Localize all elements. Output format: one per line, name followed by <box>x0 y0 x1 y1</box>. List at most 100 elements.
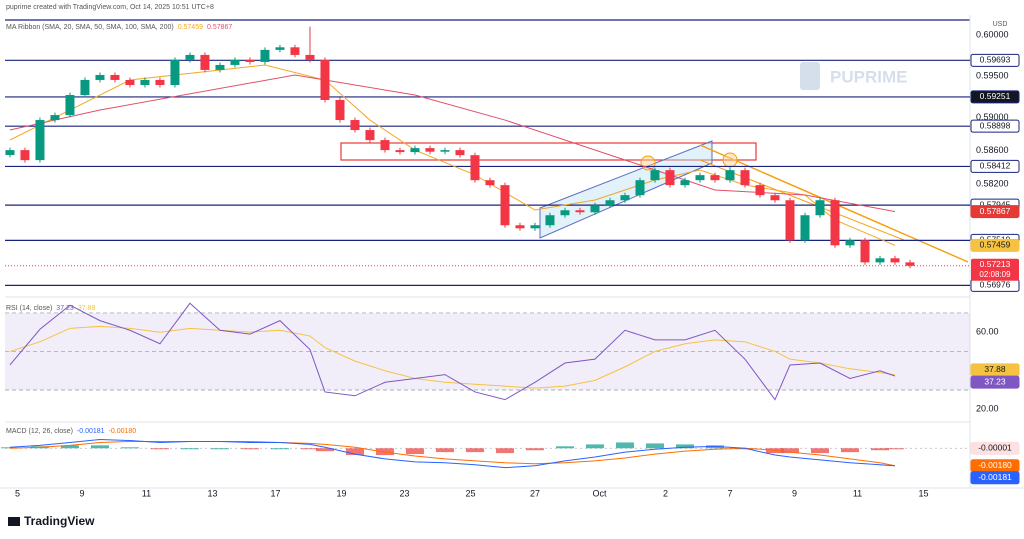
ma-badge-bg <box>970 205 1020 219</box>
ma-legend-name: MA Ribbon (SMA, 20, SMA, 50, SMA, 100, S… <box>6 24 174 31</box>
x-tick-label: 9 <box>79 488 84 498</box>
macd-histogram <box>90 445 109 449</box>
rsi-line <box>9 302 896 401</box>
candle-body <box>155 79 165 85</box>
candle-body <box>860 240 870 263</box>
candle-body <box>380 140 390 151</box>
x-tick-label: 2 <box>663 488 668 498</box>
level-label: 0.59693 <box>980 55 1011 65</box>
x-tick-label: 27 <box>530 488 540 498</box>
candle-body <box>590 205 600 213</box>
candle-body <box>395 150 405 153</box>
candle-body <box>350 120 360 131</box>
macd-histogram <box>345 448 364 456</box>
candle-body <box>740 170 750 186</box>
candle-body <box>770 195 780 201</box>
rsi-band <box>5 312 970 391</box>
candle-body <box>335 99 345 121</box>
current-price: 0.57213 <box>980 259 1011 269</box>
candle-body <box>50 115 60 121</box>
header: puprime created with TradingView.com, Oc… <box>6 4 214 11</box>
candle-body <box>260 49 270 62</box>
currency: USD <box>993 21 1008 28</box>
macd-legend-name: MACD (12, 26, close) <box>6 428 73 435</box>
macd-histogram <box>300 448 319 450</box>
macd-histogram <box>405 448 424 455</box>
ma-legend: MA Ribbon (SMA, 20, SMA, 50, SMA, 100, S… <box>6 24 232 31</box>
candle-body <box>440 150 450 152</box>
macd-readout: -0.00181 <box>77 428 105 435</box>
macd-badge: -0.00181 <box>978 472 1012 482</box>
watermark: PUPRIME <box>800 62 907 90</box>
candle-body <box>425 148 435 152</box>
candle-body <box>875 258 885 263</box>
macd-badge-bg <box>970 471 1020 485</box>
candle-body <box>650 170 660 181</box>
macd-histogram <box>120 447 139 449</box>
x-tick-label: 11 <box>142 488 151 498</box>
macd-histogram <box>840 448 859 453</box>
macd-histogram <box>180 448 199 450</box>
candle-body <box>905 262 915 266</box>
macd-histogram <box>585 444 604 449</box>
x-tick-label: 9 <box>792 488 797 498</box>
macd-histogram <box>885 448 904 450</box>
candle-body <box>185 54 195 60</box>
candle-body <box>20 150 30 161</box>
x-tick-label: 15 <box>918 488 928 498</box>
candle-body <box>845 240 855 246</box>
candle-body <box>470 155 480 181</box>
level-label: 0.58898 <box>980 120 1011 130</box>
candle-body <box>515 225 525 229</box>
rsi-badge: 37.88 <box>984 364 1006 374</box>
level-label-bg <box>970 119 1020 133</box>
x-tick-label: 13 <box>207 488 217 498</box>
candle-body <box>305 54 315 60</box>
candle-body <box>35 120 45 161</box>
candle-body <box>575 210 585 213</box>
macd-readout: -0.00180 <box>109 428 137 435</box>
x-tick-label: 19 <box>336 488 346 498</box>
ma-badge: 0.57867 <box>980 206 1011 216</box>
level-label-bg <box>970 90 1020 104</box>
macd-badge: -0.00001 <box>978 443 1012 453</box>
x-tick-label: 23 <box>399 488 409 498</box>
macd-histogram <box>555 446 574 449</box>
macd-histogram <box>465 448 484 453</box>
macd-histogram <box>675 444 694 449</box>
y-tick-label: 0.58200 <box>976 178 1009 188</box>
macd-histogram <box>870 448 889 451</box>
candle-body <box>485 180 495 186</box>
candle-body <box>665 170 675 186</box>
candle-body <box>455 150 465 156</box>
macd-histogram <box>645 443 664 449</box>
candle-body <box>605 200 615 206</box>
level-label: 0.58412 <box>980 161 1011 171</box>
x-tick-label: 17 <box>270 488 280 498</box>
logo-text: TradingView <box>24 514 95 528</box>
ma-readout: 0.57867 <box>207 24 232 31</box>
candle-body <box>80 79 90 96</box>
level-label-bg <box>970 53 1020 67</box>
x-tick-label: 5 <box>15 488 20 498</box>
level-label-bg <box>970 159 1020 173</box>
macd-histogram <box>210 448 229 450</box>
candle-body <box>755 185 765 196</box>
candle-body <box>800 215 810 241</box>
candle-body <box>230 59 240 65</box>
current-price-bg <box>971 258 1019 281</box>
ma-badge-bg <box>970 238 1020 252</box>
rsi-legend-name: RSI (14, close) <box>6 305 52 312</box>
candle-body <box>125 79 135 85</box>
candle-body <box>320 59 330 100</box>
rsi-legend: RSI (14, close) 37.23 37.88 <box>6 305 95 312</box>
candle-body <box>110 74 120 80</box>
candle-body <box>5 150 15 155</box>
rsi-tick-label: 20.00 <box>976 404 999 414</box>
macd-histogram <box>780 448 799 454</box>
y-tick-label: 0.58600 <box>976 145 1009 155</box>
macd-histogram <box>60 445 79 449</box>
candle-body <box>245 59 255 62</box>
rsi-readout: 37.88 <box>78 305 96 312</box>
